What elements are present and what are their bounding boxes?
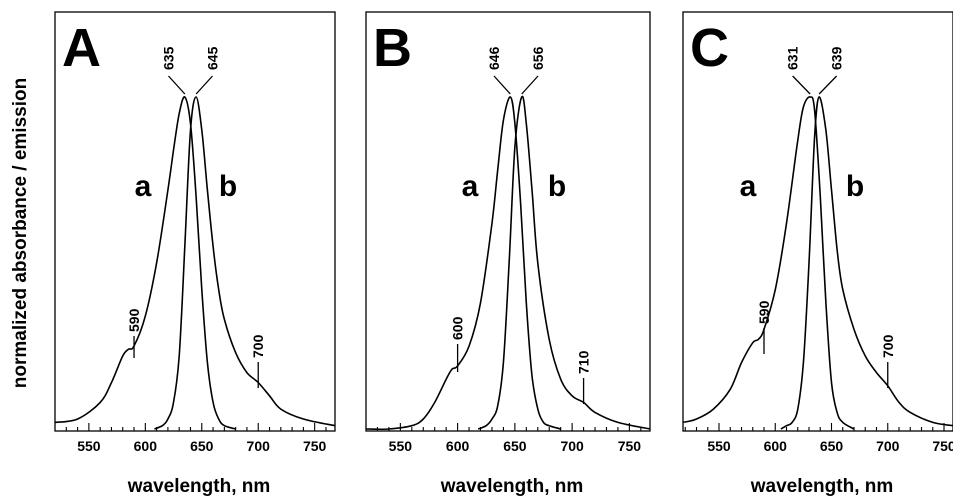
x-tick-label: 750 xyxy=(303,438,327,454)
x-tick-label: 700 xyxy=(560,438,584,454)
x-tick-label: 750 xyxy=(932,438,953,454)
peak-annotation: 656 xyxy=(530,46,546,70)
x-tick-label: 600 xyxy=(764,438,788,454)
x-tick-label: 650 xyxy=(190,438,214,454)
x-axis-label: wavelength, nm xyxy=(127,476,271,497)
x-tick-label: 600 xyxy=(446,438,470,454)
peak-leader xyxy=(195,75,213,95)
peak-annotation: 635 xyxy=(160,46,176,70)
shoulder-annotation: 710 xyxy=(576,350,592,374)
shoulder-annotation: 600 xyxy=(450,316,466,340)
x-tick-label: 650 xyxy=(503,438,527,454)
curve-label-a: a xyxy=(462,170,479,203)
peak-annotation: 645 xyxy=(204,46,220,70)
x-axis-label: wavelength, nm xyxy=(440,476,584,497)
series-line-b xyxy=(477,95,650,430)
y-axis-label: normalized absorbance / emission xyxy=(10,78,31,388)
x-tick-label: 700 xyxy=(876,438,900,454)
series-line-a xyxy=(366,96,561,431)
curve-label-b: b xyxy=(846,170,864,203)
series-line-b xyxy=(154,96,335,430)
x-tick-label: 550 xyxy=(77,438,101,454)
shoulder-annotation: 700 xyxy=(880,334,896,358)
peak-annotation: 646 xyxy=(486,46,502,70)
peak-leader xyxy=(493,75,511,95)
curve-label-a: a xyxy=(135,170,152,203)
peak-leader xyxy=(168,75,186,95)
curve-label-b: b xyxy=(548,170,566,203)
curve-label-a: a xyxy=(740,170,757,203)
x-tick-label: 750 xyxy=(618,438,642,454)
x-tick-label: 550 xyxy=(707,438,731,454)
peak-annotation: 639 xyxy=(829,46,845,70)
x-tick-label: 550 xyxy=(389,438,413,454)
shoulder-annotation: 590 xyxy=(756,300,772,324)
plot-frame xyxy=(682,11,953,432)
curve-label-b: b xyxy=(219,170,237,203)
panel-label: B xyxy=(373,18,412,78)
plot-frame xyxy=(54,11,336,432)
panel-label: C xyxy=(690,18,729,78)
chart-panel-b: 550 600 650 700 750 wavelength, nm Ba b 646 656 60… xyxy=(365,11,651,497)
x-tick-label: 600 xyxy=(134,438,158,454)
shoulder-annotation: 590 xyxy=(126,308,142,332)
chart-panel-c: 550 600 650 700 750 wavelength, nm Ca b 631 639 59… xyxy=(682,11,953,497)
series-line-a xyxy=(683,96,855,430)
shoulder-annotation: 700 xyxy=(250,334,266,358)
peak-leader xyxy=(521,75,539,95)
series-line-b xyxy=(780,96,953,430)
peak-annotation: 631 xyxy=(785,46,801,70)
chart-panel-a: 550 600 650 700 750 wavelength, nm Aa b 635 645 59… xyxy=(54,11,336,497)
panel-label: A xyxy=(62,18,101,78)
peak-leader xyxy=(818,75,838,95)
x-axis-label: wavelength, nm xyxy=(750,476,894,497)
panels: 550 600 650 700 750 wavelength, nm Aa b 635 645 59… xyxy=(54,11,953,497)
peak-leader xyxy=(792,75,811,95)
x-tick-label: 650 xyxy=(820,438,844,454)
plot-frame xyxy=(365,11,651,432)
x-tick-label: 700 xyxy=(247,438,271,454)
series-line-a xyxy=(55,96,236,430)
